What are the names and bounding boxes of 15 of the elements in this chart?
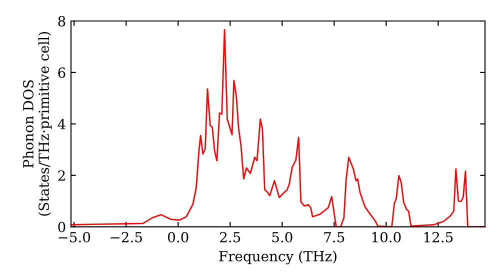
y-axis-title: Phonon DOS (States/THz·primitive cell) <box>22 32 52 216</box>
x-tick-label: −2.5 <box>110 232 142 242</box>
y-tick-label: 0 <box>58 222 66 232</box>
x-tick-label: 7.5 <box>324 232 344 242</box>
x-axis-title: Frequency (THz) <box>219 250 336 264</box>
y-tick-label: 8 <box>58 16 66 26</box>
y-tick-label: 4 <box>58 118 66 130</box>
x-tick-label: 12.5 <box>424 232 453 242</box>
y-tick-label: 2 <box>58 170 65 181</box>
x-tick-label: 10.0 <box>372 232 401 242</box>
x-tick-label: 2.5 <box>220 232 240 242</box>
x-tick-label: 5.0 <box>272 232 292 242</box>
y-tick-label: 6 <box>58 67 66 78</box>
x-tick-label: 0.0 <box>168 232 188 242</box>
x-tick-label: −5.0 <box>58 232 90 242</box>
